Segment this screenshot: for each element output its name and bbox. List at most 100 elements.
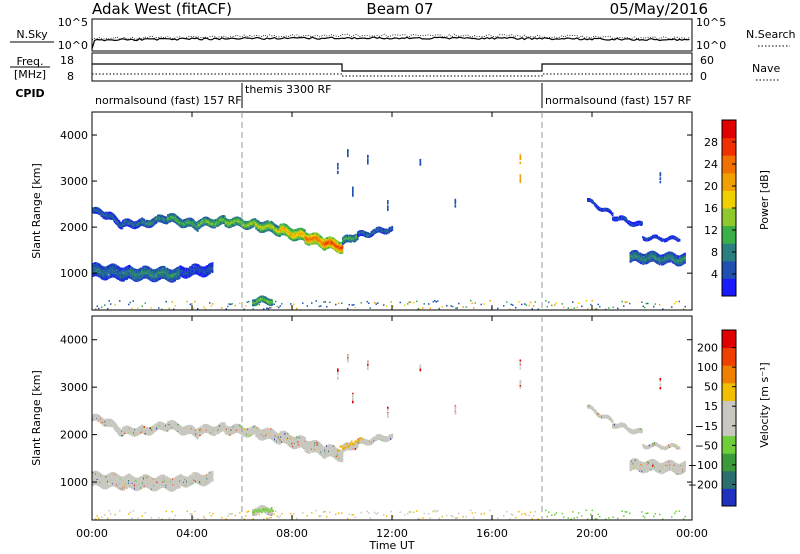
power-pixel bbox=[143, 276, 146, 279]
power-pixel bbox=[110, 273, 113, 276]
power-pixel bbox=[224, 215, 226, 218]
power-pixel bbox=[200, 219, 202, 221]
power-pixel bbox=[304, 230, 306, 233]
power-pixel bbox=[134, 227, 137, 230]
power-pixel bbox=[187, 271, 189, 274]
power-pixel bbox=[627, 221, 630, 224]
power-pixel bbox=[602, 210, 604, 212]
power-pixel bbox=[631, 260, 633, 262]
power-pixel bbox=[292, 229, 294, 232]
freq-label: Freq. bbox=[16, 55, 43, 68]
power-pixel bbox=[259, 300, 262, 302]
power-pixel bbox=[209, 220, 211, 222]
power-pixel bbox=[245, 225, 248, 227]
power-pixel bbox=[139, 270, 141, 272]
power-pixel bbox=[187, 276, 189, 279]
power-pixel bbox=[239, 220, 242, 223]
power-pixel bbox=[614, 217, 616, 220]
power-pixel bbox=[290, 237, 293, 240]
power-pixel bbox=[245, 224, 248, 226]
power-pixel bbox=[336, 245, 339, 248]
power-pixel bbox=[153, 275, 156, 278]
power-pixel bbox=[172, 272, 174, 275]
power-pixel bbox=[154, 217, 157, 220]
power-pixel bbox=[271, 299, 274, 302]
power-pixel bbox=[198, 264, 200, 267]
power-pixel bbox=[211, 263, 214, 265]
power-pixel bbox=[92, 263, 94, 265]
power-pixel bbox=[341, 247, 344, 250]
power-pixel bbox=[214, 226, 216, 229]
power-pixel bbox=[180, 218, 183, 221]
cpid-segment-label: normalsound (fast) 157 RF bbox=[545, 94, 692, 107]
power-pixel bbox=[268, 228, 270, 231]
power-pixel bbox=[320, 240, 322, 242]
power-pixel bbox=[641, 222, 643, 225]
power-pixel bbox=[287, 226, 290, 228]
power-pixel bbox=[634, 252, 636, 254]
power-pixel bbox=[235, 221, 238, 224]
power-pixel bbox=[612, 216, 614, 219]
power-pixel bbox=[136, 280, 138, 282]
power-pixel bbox=[104, 268, 106, 271]
power-pixel bbox=[171, 213, 174, 215]
power-pixel bbox=[174, 279, 177, 282]
power-pixel bbox=[341, 243, 343, 246]
power-pixel bbox=[164, 266, 166, 269]
freq-unit-label: [MHz] bbox=[14, 68, 46, 81]
power-pixel bbox=[271, 301, 274, 304]
power-pixel bbox=[112, 272, 114, 275]
power-pixel bbox=[189, 271, 191, 273]
power-pixel bbox=[158, 271, 160, 274]
power-pixel bbox=[206, 218, 209, 220]
power-pixel bbox=[141, 271, 144, 274]
power-pixel bbox=[188, 222, 190, 225]
power-pixel bbox=[354, 240, 357, 242]
power-pixel bbox=[113, 263, 116, 266]
power-pixel bbox=[199, 226, 201, 229]
power-pixel bbox=[237, 216, 239, 219]
power-pixel bbox=[93, 212, 96, 214]
power-pixel bbox=[295, 235, 297, 237]
power-pixel bbox=[221, 216, 224, 218]
power-pixel bbox=[141, 277, 144, 280]
power-pixel bbox=[185, 273, 188, 276]
power-pixel bbox=[610, 210, 612, 213]
power-pixel bbox=[211, 265, 214, 268]
noise-left-tick-top: 10^5 bbox=[58, 16, 88, 29]
noise-right-tick-top: 10^5 bbox=[696, 16, 726, 29]
power-pixel bbox=[611, 214, 614, 217]
power-pixel bbox=[271, 303, 274, 306]
power-pixel bbox=[118, 220, 121, 223]
power-pixel bbox=[159, 277, 162, 280]
power-pixel bbox=[141, 217, 144, 220]
power-pixel bbox=[98, 213, 101, 216]
power-pixel bbox=[641, 223, 643, 226]
power-pixel bbox=[211, 266, 214, 269]
power-pixel bbox=[321, 237, 324, 240]
power-pixel bbox=[299, 227, 302, 230]
power-pixel bbox=[126, 277, 129, 280]
power-pixel bbox=[153, 219, 155, 222]
power-pixel bbox=[104, 214, 106, 217]
power-pixel bbox=[645, 237, 647, 240]
power-pixel bbox=[241, 219, 244, 222]
power-pixel bbox=[672, 235, 674, 238]
power-pixel bbox=[96, 269, 99, 272]
power-pixel bbox=[671, 236, 673, 239]
noise-sky-line bbox=[91, 36, 690, 50]
power-pixel bbox=[634, 253, 636, 255]
power-pixel bbox=[141, 220, 144, 223]
power-pixel bbox=[149, 221, 152, 223]
power-pixel bbox=[173, 280, 175, 283]
power-pixel bbox=[269, 228, 272, 231]
noise-right-label: N.Search bbox=[746, 28, 796, 41]
power-pixel bbox=[603, 208, 606, 211]
power-pixel bbox=[221, 222, 224, 225]
power-pixel bbox=[143, 218, 146, 221]
power-pixel bbox=[333, 241, 336, 243]
power-pixel bbox=[106, 215, 108, 218]
power-pixel bbox=[154, 216, 157, 219]
power-pixel bbox=[95, 206, 98, 209]
power-pixel bbox=[256, 299, 259, 302]
